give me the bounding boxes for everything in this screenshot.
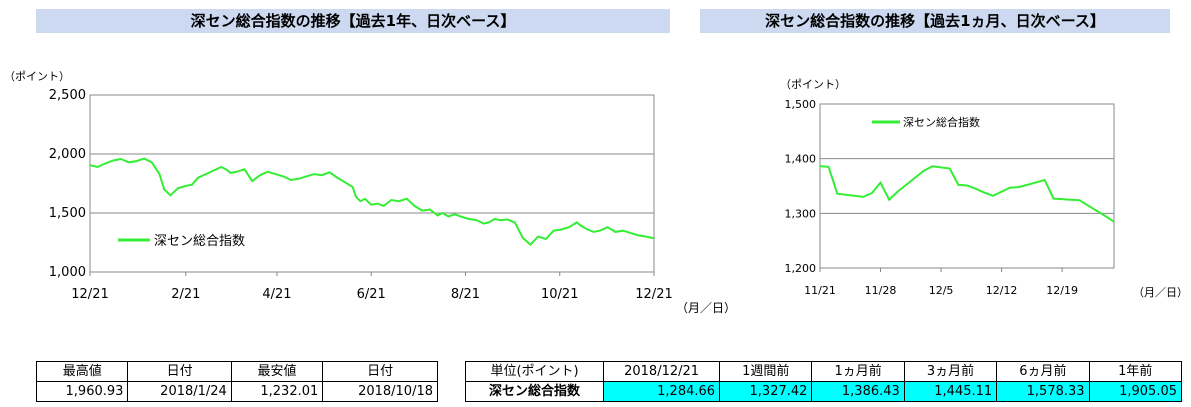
- chart-1m: （ポイント） 1,200 1,300 1,400 1,500 11/21 11/28 12…: [780, 78, 1188, 299]
- table-header-cell: 1年前: [1088, 361, 1183, 382]
- y-tick-label: 2,000: [49, 147, 86, 162]
- high-low-table: 最高値 日付 最安値 日付 1,960.93 2018/1/24 1,232.0…: [35, 361, 438, 402]
- x-tick-label: 12/21: [71, 287, 108, 302]
- table-header-cell: 1ヵ月前: [811, 361, 905, 382]
- chart2-ylabel: （ポイント）: [780, 78, 846, 91]
- y-tick-label: 1,300: [785, 207, 817, 220]
- y-tick-label: 1,500: [785, 98, 817, 111]
- period-change-table: 単位(ポイント) 2018/12/21 1週間前 1ヵ月前 3ヵ月前 6ヵ月前 …: [464, 361, 1183, 402]
- table-header-cell: 1週間前: [719, 361, 813, 382]
- chart2-legend-label: 深セン総合指数: [903, 115, 980, 129]
- table-cell: 1,284.66: [603, 381, 721, 402]
- y-tick-label: 1,400: [785, 153, 817, 166]
- table-header-cell: 2018/12/21: [603, 361, 721, 382]
- x-tick-label: 12/21: [635, 287, 672, 302]
- table-header-cell: 日付: [127, 361, 232, 382]
- table-cell: 1,960.93: [35, 381, 129, 402]
- x-tick-label: 11/28: [865, 284, 897, 297]
- table-cell: 1,445.11: [903, 381, 998, 402]
- chart1-legend-label: 深セン総合指数: [154, 234, 245, 249]
- x-tick-label: 8/21: [451, 287, 480, 302]
- table-header-cell: 日付: [322, 361, 438, 382]
- chart2-header: 深セン総合指数の推移【過去1ヵ月、日次ベース】: [700, 9, 1170, 33]
- chart1-xlabel: （月／日）: [676, 301, 736, 315]
- chart2-xlabel: （月／日）: [1133, 286, 1188, 299]
- table-header-cell: 単位(ポイント): [464, 361, 605, 382]
- table-header-cell: 最高値: [35, 361, 129, 382]
- table-header-cell: 最安値: [230, 361, 324, 382]
- table-cell: 1,905.05: [1088, 381, 1183, 402]
- table-cell: 1,386.43: [811, 381, 905, 402]
- y-tick-label: 2,500: [49, 88, 86, 103]
- x-tick-label: 10/21: [541, 287, 578, 302]
- table-cell: 2018/1/24: [127, 381, 232, 402]
- table-cell: 1,232.01: [230, 381, 324, 402]
- y-tick-label: 1,000: [49, 265, 86, 280]
- y-tick-label: 1,500: [49, 206, 86, 221]
- chart1-ylabel: （ポイント）: [4, 70, 70, 83]
- table-header-cell: 6ヵ月前: [996, 361, 1090, 382]
- x-tick-label: 2/21: [171, 287, 200, 302]
- x-tick-label: 12/12: [986, 284, 1018, 297]
- chart1-header: 深セン総合指数の推移【過去1年、日次ベース】: [36, 9, 670, 33]
- table-header-cell: 3ヵ月前: [903, 361, 998, 382]
- table-cell: 1,327.42: [719, 381, 813, 402]
- x-tick-label: 11/21: [804, 284, 836, 297]
- table-cell: 1,578.33: [996, 381, 1090, 402]
- x-tick-label: 4/21: [262, 287, 291, 302]
- x-tick-label: 12/19: [1046, 284, 1078, 297]
- chart-1y: （ポイント） 1,000 1,500 2,000 2,500 12/21 2/21 4/2…: [4, 70, 736, 315]
- chart2-series-line: [819, 165, 1115, 223]
- y-tick-label: 1,200: [785, 262, 817, 275]
- x-tick-label: 12/5: [929, 284, 954, 297]
- x-tick-label: 6/21: [357, 287, 386, 302]
- chart1-plot-area: [89, 94, 655, 273]
- chart1-series-line: [89, 157, 655, 246]
- table-row-label: 深セン総合指数: [464, 381, 605, 402]
- table-cell: 2018/10/18: [322, 381, 438, 402]
